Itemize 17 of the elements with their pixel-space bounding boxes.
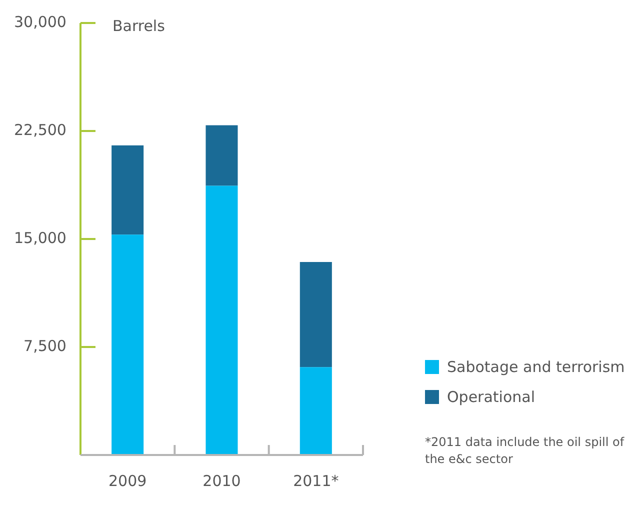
y-tick-label: 30,000 <box>14 12 66 31</box>
text: *2011 data include the oil spill of the e&c sector <box>425 434 626 468</box>
x-tick-label: 2010 <box>202 472 241 490</box>
x-tick-label: 2009 <box>108 472 147 490</box>
bar <box>112 234 144 455</box>
legend-label: Operational <box>447 388 536 406</box>
y-axis-title: Barrels <box>112 16 166 35</box>
bar <box>300 367 332 455</box>
bar <box>300 262 332 368</box>
bar <box>112 145 144 235</box>
bar <box>206 186 238 455</box>
y-tick-label: 22,500 <box>14 120 66 139</box>
bar <box>206 125 238 186</box>
legend-label: Sabotage and terrorism <box>447 358 625 376</box>
y-tick-label: 7,500 <box>24 336 66 355</box>
y-tick-label: 15,000 <box>14 228 66 247</box>
x-tick-label: 2011* <box>293 472 340 490</box>
